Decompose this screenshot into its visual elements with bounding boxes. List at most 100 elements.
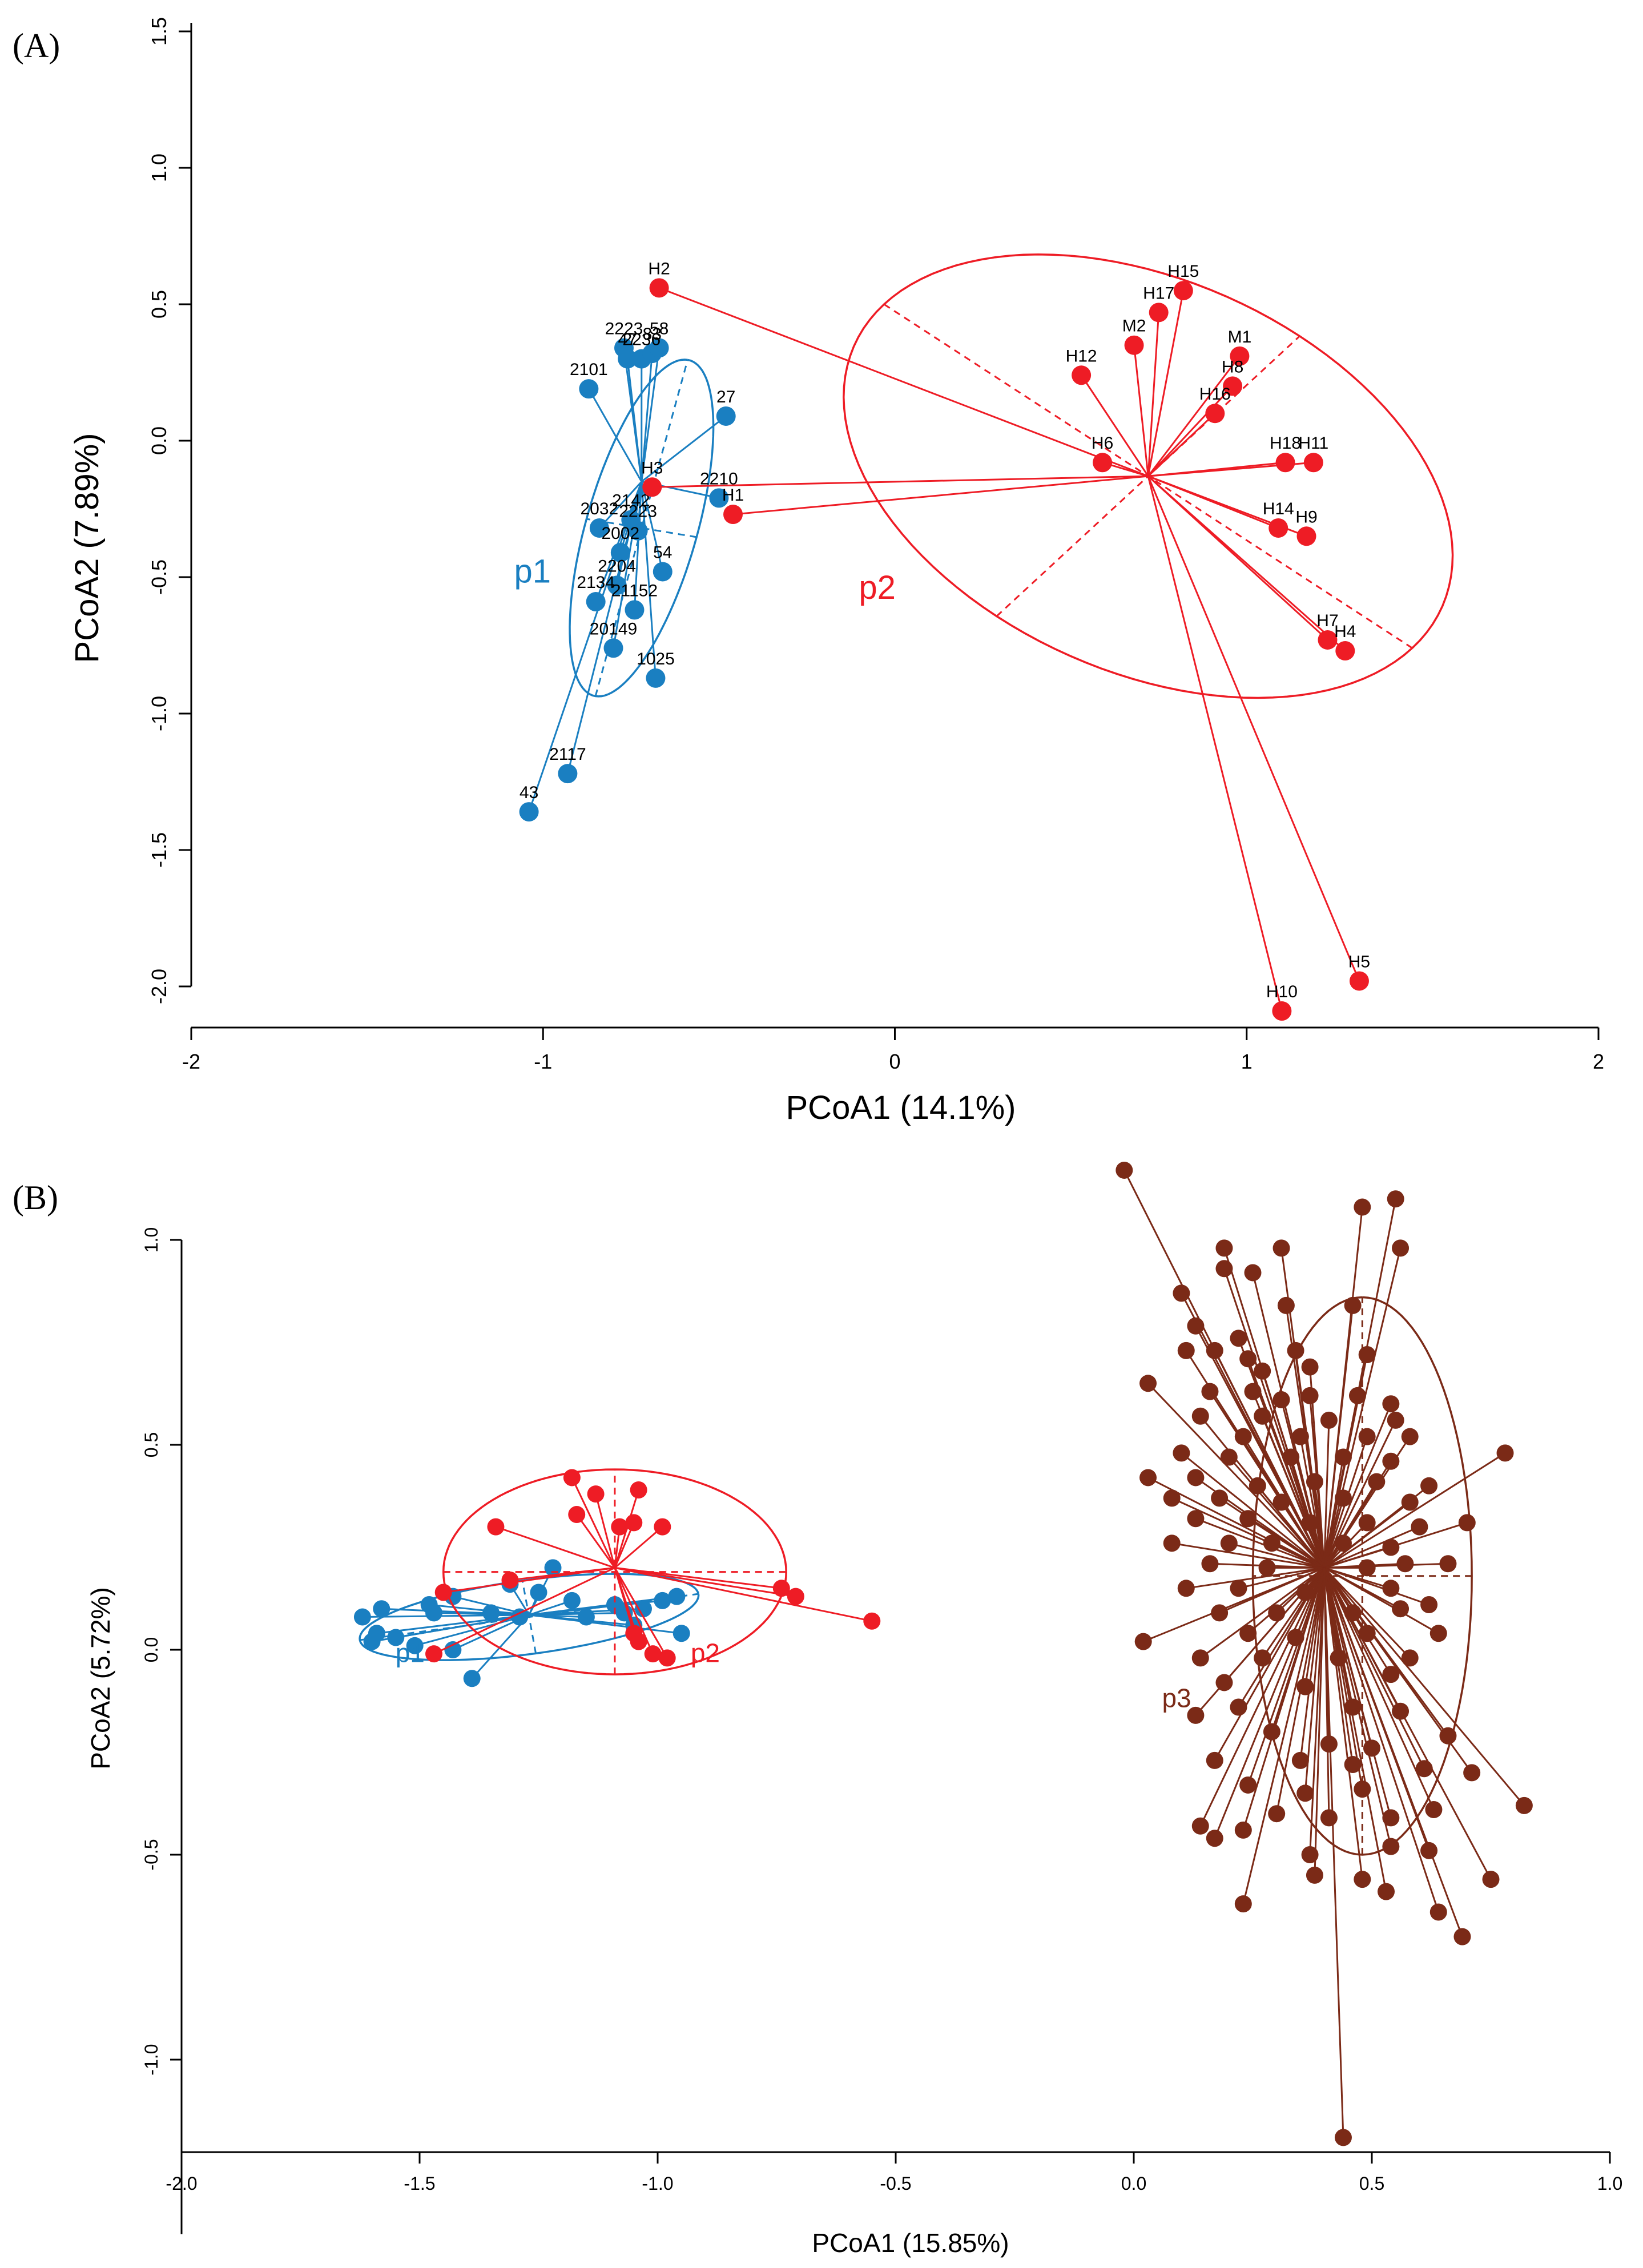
- spoke-line: [613, 481, 643, 648]
- data-point: [530, 1584, 547, 1601]
- data-point: [425, 1645, 443, 1663]
- spoke-line: [1199, 1567, 1325, 1827]
- data-point: [1163, 1534, 1181, 1552]
- spoke-line: [641, 415, 727, 482]
- y-tick-label: 1.0: [141, 1227, 162, 1252]
- data-point: [630, 1633, 647, 1650]
- data-point: [1382, 1809, 1400, 1827]
- spoke-line: [1181, 1452, 1325, 1569]
- data-point: [1382, 1538, 1400, 1556]
- y-tick-label: 0.5: [147, 290, 171, 319]
- data-point: [1296, 526, 1316, 546]
- spoke-line: [1323, 1567, 1392, 1675]
- data-point: [709, 488, 729, 508]
- point-label: 21152: [611, 581, 658, 600]
- spoke-line: [1323, 1567, 1440, 1912]
- data-point: [577, 1608, 595, 1626]
- data-point: [1139, 1375, 1157, 1392]
- data-point: [1344, 1296, 1362, 1314]
- data-point: [1301, 1846, 1319, 1863]
- spoke-line: [1280, 1399, 1326, 1568]
- data-point: [1163, 1489, 1181, 1507]
- point-label: M2: [1122, 317, 1146, 336]
- data-point: [1420, 1477, 1438, 1494]
- data-point: [425, 1604, 443, 1622]
- point-label: H17: [1143, 284, 1174, 303]
- panel-a-x-axis-title: PCoA1 (14.1%): [786, 1089, 1016, 1126]
- spoke-line: [1247, 1567, 1325, 1634]
- data-point: [1387, 1190, 1404, 1208]
- data-point: [1439, 1555, 1457, 1573]
- data-point: [586, 592, 606, 612]
- data-point: [1420, 1842, 1438, 1859]
- spoke-line: [1147, 476, 1283, 1012]
- data-point: [1215, 1239, 1233, 1257]
- point-label: 2101: [570, 360, 608, 379]
- data-point: [630, 1481, 647, 1498]
- spoke-line: [528, 481, 643, 812]
- data-point: [1458, 1514, 1476, 1532]
- y-tick-label: 1.5: [147, 17, 171, 46]
- x-tick-label: -1.5: [404, 2173, 435, 2194]
- data-point: [1258, 1559, 1276, 1577]
- data-point: [1303, 453, 1323, 473]
- data-point: [1263, 1723, 1280, 1741]
- spoke-line: [1147, 476, 1346, 652]
- data-point: [1201, 1555, 1219, 1573]
- spoke-line: [1323, 1568, 1387, 1892]
- spoke-line: [1199, 1567, 1325, 1659]
- data-point: [1420, 1596, 1438, 1614]
- ellipse-axis-p1: [521, 1580, 537, 1654]
- spoke-line: [1195, 1517, 1325, 1569]
- spoke-line: [1323, 1457, 1344, 1568]
- data-point: [1306, 1866, 1323, 1884]
- data-point: [1173, 1284, 1190, 1302]
- data-point: [579, 379, 599, 399]
- data-point: [519, 802, 539, 822]
- data-point: [1429, 1625, 1447, 1642]
- data-point: [1482, 1871, 1500, 1888]
- data-point: [1230, 1698, 1247, 1716]
- data-point: [634, 1600, 652, 1618]
- spoke-line: [443, 1566, 615, 1593]
- data-point: [482, 1604, 500, 1622]
- point-label: 2236: [622, 331, 661, 349]
- data-point: [1334, 1489, 1352, 1507]
- data-point: [1223, 376, 1243, 396]
- x-tick-label: 0: [889, 1050, 900, 1073]
- data-point: [1277, 1296, 1295, 1314]
- data-point: [642, 477, 662, 497]
- data-point: [1244, 1264, 1262, 1282]
- spoke-line: [362, 1614, 529, 1618]
- data-point: [589, 518, 609, 538]
- point-label: 2032: [580, 499, 618, 518]
- data-point: [1301, 1514, 1319, 1532]
- point-label: 58: [650, 319, 669, 338]
- data-point: [1396, 1555, 1414, 1573]
- y-tick-label: 1.0: [147, 154, 171, 182]
- x-tick-label: 1: [1241, 1050, 1253, 1073]
- data-point: [1358, 1514, 1376, 1532]
- spoke-line: [1323, 1248, 1402, 1568]
- point-label: H18: [1270, 434, 1301, 453]
- spoke-line: [1323, 1567, 1435, 1810]
- point-label: H12: [1066, 347, 1097, 365]
- data-point: [1230, 1580, 1247, 1597]
- point-label: H14: [1263, 499, 1294, 518]
- data-point: [658, 1649, 676, 1667]
- spoke-line: [1323, 1452, 1506, 1569]
- data-point: [406, 1637, 424, 1654]
- data-point: [1187, 1706, 1205, 1724]
- spoke-line: [633, 481, 643, 610]
- x-tick-label: -1.0: [642, 2173, 673, 2194]
- spoke-line: [614, 1567, 668, 1659]
- point-label: 2223: [619, 502, 657, 521]
- point-label: H15: [1167, 262, 1199, 281]
- data-point: [1330, 1649, 1347, 1667]
- spoke-line: [659, 287, 1149, 477]
- panel-a: (A) -2 -1 0 1 2-2.0-1.5-1.0-0.50.00.51.01.5 …: [13, 17, 1604, 1126]
- data-point: [668, 1588, 686, 1605]
- data-point: [1234, 1428, 1252, 1445]
- spoke-line: [732, 475, 1149, 515]
- spoke-line: [614, 1566, 782, 1589]
